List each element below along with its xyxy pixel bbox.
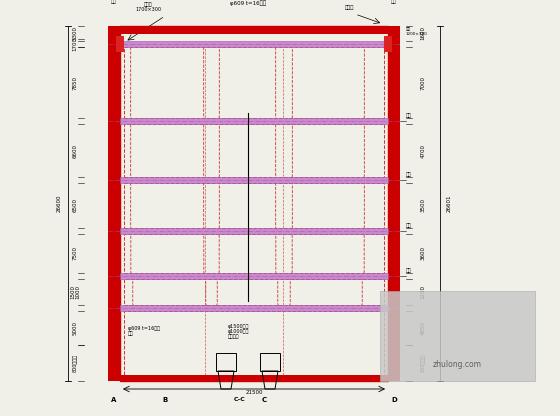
- Bar: [388, 26, 400, 381]
- Text: 桩号: 桩号: [391, 0, 397, 4]
- Text: 3600: 3600: [421, 247, 426, 260]
- Text: 桩号: 桩号: [111, 0, 117, 4]
- Text: C: C: [262, 397, 267, 403]
- Text: 钢桩: 钢桩: [406, 172, 412, 177]
- Bar: [120, 26, 388, 34]
- Text: 钢桩: 钢桩: [406, 223, 412, 228]
- Text: φ609 t=16钢桩: φ609 t=16钢桩: [230, 0, 266, 6]
- Text: 26600: 26600: [57, 195, 62, 212]
- Text: 800厚底板: 800厚底板: [72, 354, 77, 372]
- Bar: [120, 305, 388, 311]
- Bar: [124, 47, 384, 118]
- Bar: [380, 291, 535, 381]
- Text: 7850: 7850: [72, 75, 77, 89]
- Text: 1600: 1600: [421, 27, 426, 40]
- Text: 6600: 6600: [72, 144, 77, 158]
- Text: 800厚底板: 800厚底板: [421, 354, 426, 372]
- Bar: [120, 177, 388, 183]
- Bar: [120, 273, 388, 279]
- Bar: [216, 353, 236, 371]
- Text: 钢桩: 钢桩: [406, 113, 412, 118]
- Text: 冠梁框: 冠梁框: [345, 5, 354, 10]
- Text: 钢板
1200×380: 钢板 1200×380: [406, 27, 428, 36]
- Text: D: D: [391, 397, 397, 403]
- Text: B: B: [162, 397, 167, 403]
- Text: 4850: 4850: [421, 321, 426, 335]
- Bar: [120, 41, 388, 47]
- Text: 26601: 26601: [446, 195, 451, 212]
- Text: 5300: 5300: [72, 25, 77, 40]
- Text: 6500: 6500: [72, 198, 77, 213]
- Text: 3500: 3500: [421, 198, 426, 213]
- Text: 1700: 1700: [72, 37, 77, 51]
- Text: 5000: 5000: [72, 321, 77, 335]
- Text: zhulong.com: zhulong.com: [433, 360, 482, 369]
- Bar: [260, 353, 280, 371]
- Bar: [120, 375, 388, 381]
- Bar: [384, 36, 392, 52]
- Text: A: A: [111, 397, 116, 403]
- Text: 钢桩: 钢桩: [406, 268, 412, 273]
- Text: 7500: 7500: [72, 247, 77, 260]
- Text: φ1500圆桩: φ1500圆桩: [228, 324, 249, 329]
- Bar: [124, 124, 384, 177]
- Bar: [108, 26, 120, 381]
- Bar: [124, 183, 384, 228]
- Text: 1200: 1200: [421, 285, 426, 299]
- Text: 1500
1000: 1500 1000: [70, 285, 80, 299]
- Text: 4700: 4700: [421, 144, 426, 158]
- Text: φ1000圆桩
管内充填: φ1000圆桩 管内充填: [228, 329, 249, 339]
- Bar: [120, 26, 388, 381]
- Bar: [120, 228, 388, 234]
- Bar: [124, 234, 384, 273]
- Bar: [116, 36, 124, 52]
- Bar: [124, 311, 384, 375]
- Text: 7000: 7000: [421, 75, 426, 89]
- Bar: [124, 279, 384, 305]
- Bar: [120, 118, 388, 124]
- Text: 支撑框
1700×300: 支撑框 1700×300: [135, 2, 161, 12]
- Text: φ609 t=16钢桩
锚桩: φ609 t=16钢桩 锚桩: [128, 326, 160, 337]
- Text: C-C: C-C: [234, 397, 246, 402]
- Text: 21500: 21500: [245, 390, 263, 395]
